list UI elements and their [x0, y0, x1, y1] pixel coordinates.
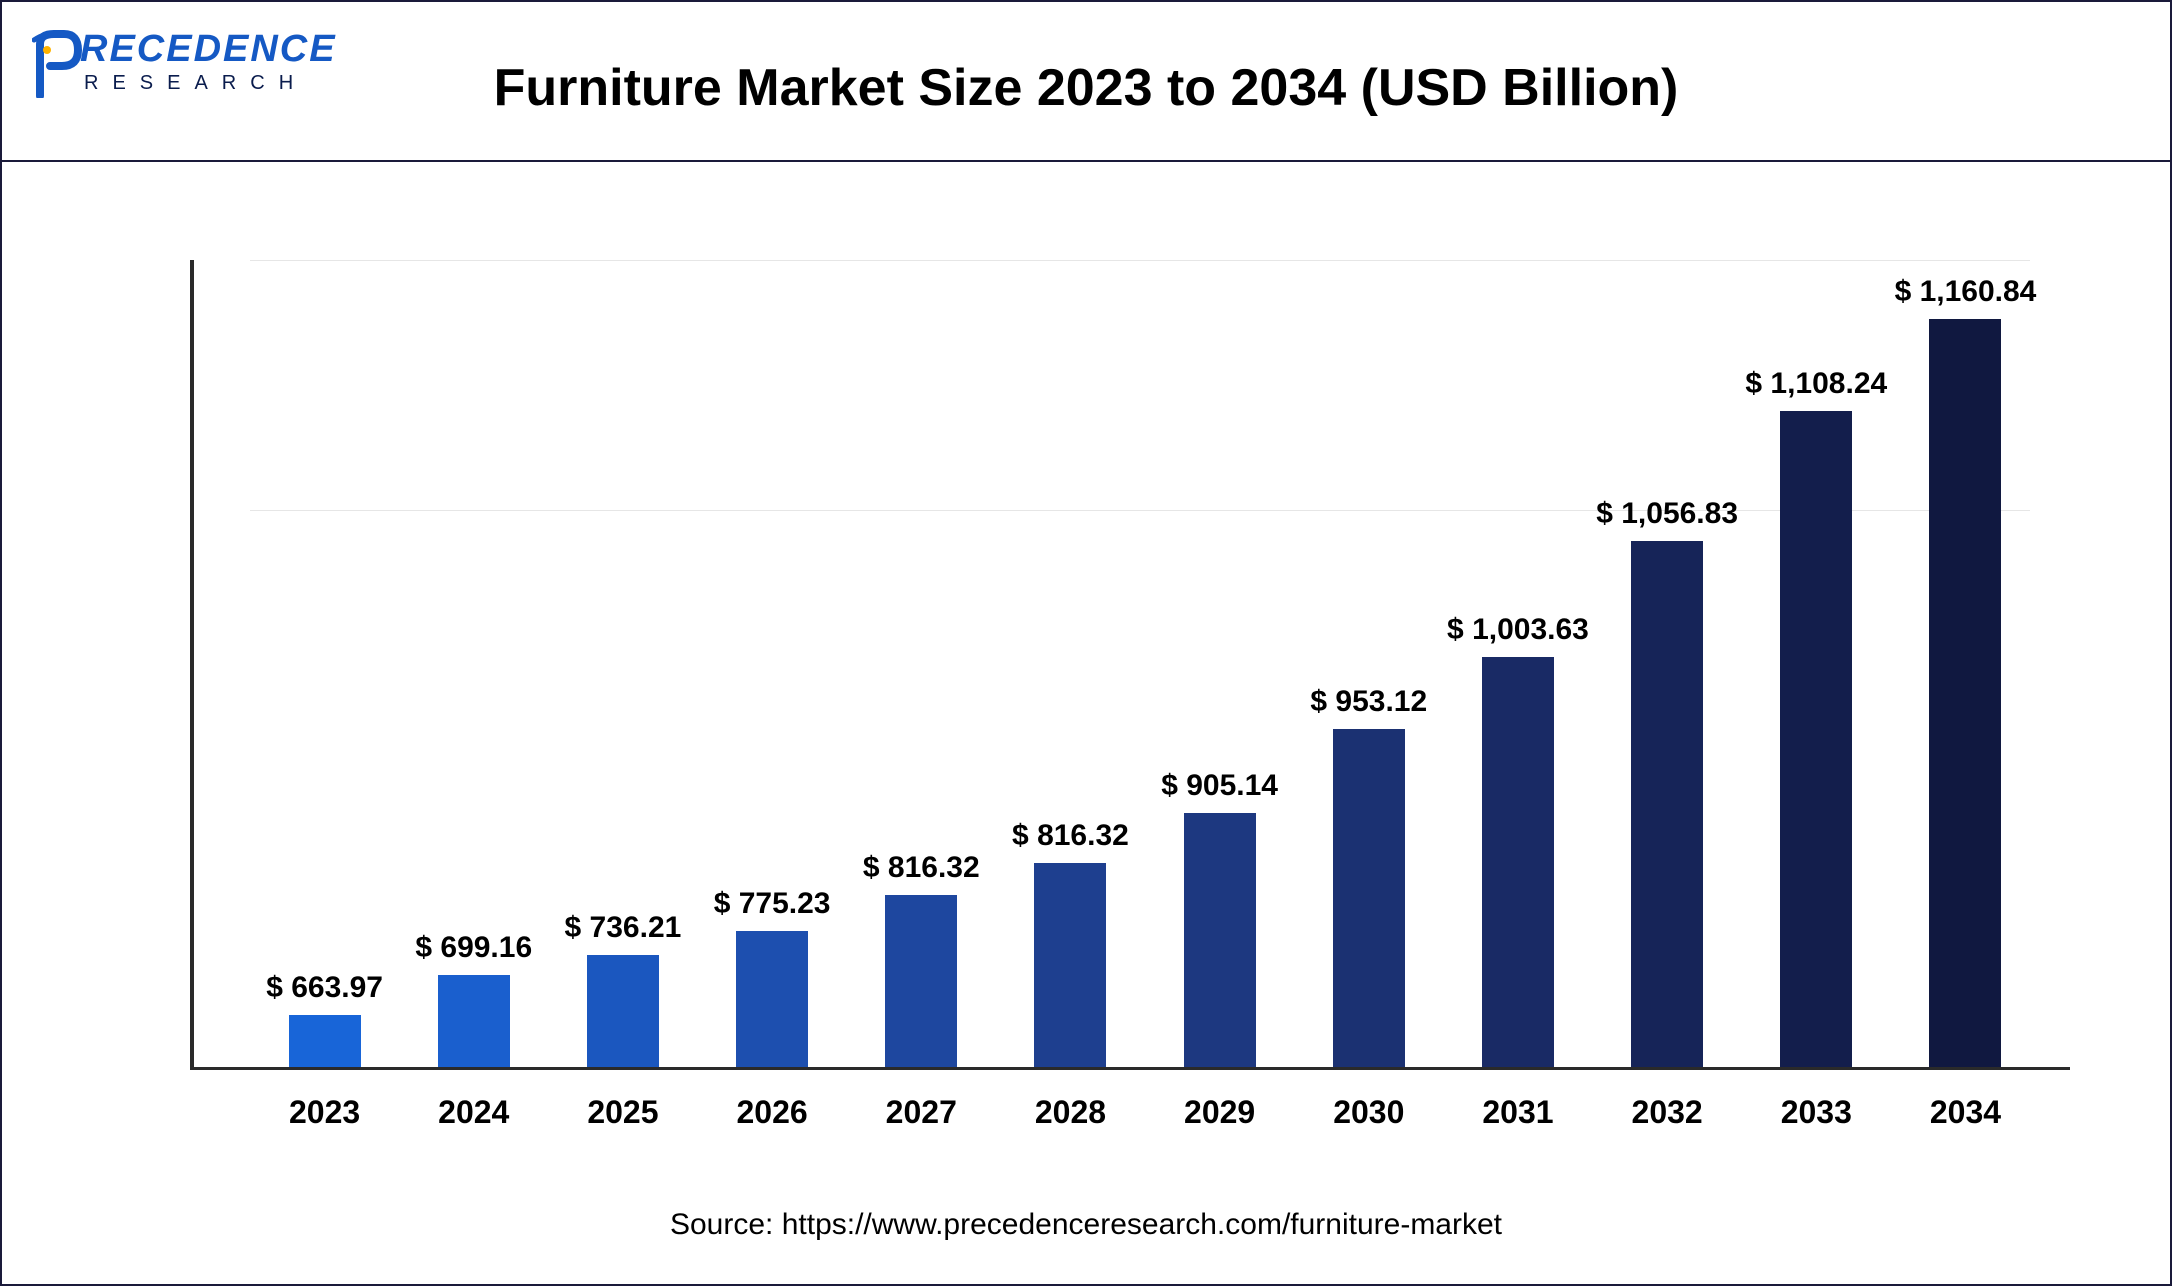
bar-slot: $ 816.32 [847, 260, 996, 1067]
bar [1184, 813, 1256, 1067]
bar-slot: $ 736.21 [548, 260, 697, 1067]
bar-slot: $ 1,108.24 [1742, 260, 1891, 1067]
chart-title: Furniture Market Size 2023 to 2034 (USD … [2, 58, 2170, 118]
bar [1929, 319, 2001, 1067]
bar [1034, 863, 1106, 1067]
bars-container: $ 663.97$ 699.16$ 736.21$ 775.23$ 816.32… [190, 260, 2070, 1067]
source-text: Source: https://www.precedenceresearch.c… [2, 1208, 2170, 1242]
bar-slot: $ 1,003.63 [1443, 260, 1592, 1067]
bar-slot: $ 1,160.84 [1891, 260, 2040, 1067]
x-axis-label: 2027 [847, 1094, 996, 1131]
x-axis-label: 2032 [1593, 1094, 1742, 1131]
x-axis-label: 2030 [1294, 1094, 1443, 1131]
bar [1780, 411, 1852, 1067]
x-axis-label: 2023 [250, 1094, 399, 1131]
bar [587, 955, 659, 1067]
x-axis-label: 2034 [1891, 1094, 2040, 1131]
x-axis-label: 2029 [1145, 1094, 1294, 1131]
x-axis-label: 2028 [996, 1094, 1145, 1131]
header: RECEDENCE RESEARCH Furniture Market Size… [2, 2, 2170, 162]
x-axis-label: 2026 [698, 1094, 847, 1131]
bar [438, 975, 510, 1067]
bar-value-label: $ 1,160.84 [1855, 275, 2075, 309]
bar [1333, 729, 1405, 1067]
bar [1631, 541, 1703, 1067]
x-axis-label: 2031 [1443, 1094, 1592, 1131]
bar-slot: $ 905.14 [1145, 260, 1294, 1067]
x-labels-row: 2023202420252026202720282029203020312032… [190, 1094, 2070, 1131]
plot-area: $ 663.97$ 699.16$ 736.21$ 775.23$ 816.32… [190, 260, 2070, 1070]
bar-slot: $ 775.23 [698, 260, 847, 1067]
bar [289, 1015, 361, 1067]
x-axis-label: 2025 [548, 1094, 697, 1131]
bar-slot: $ 699.16 [399, 260, 548, 1067]
bar [885, 895, 957, 1067]
x-axis-label: 2033 [1742, 1094, 1891, 1131]
chart-card: RECEDENCE RESEARCH Furniture Market Size… [0, 0, 2172, 1286]
bar-slot: $ 953.12 [1294, 260, 1443, 1067]
bar [1482, 657, 1554, 1067]
x-axis-label: 2024 [399, 1094, 548, 1131]
x-axis [190, 1067, 2070, 1070]
bar-slot: $ 816.32 [996, 260, 1145, 1067]
bar [736, 931, 808, 1067]
